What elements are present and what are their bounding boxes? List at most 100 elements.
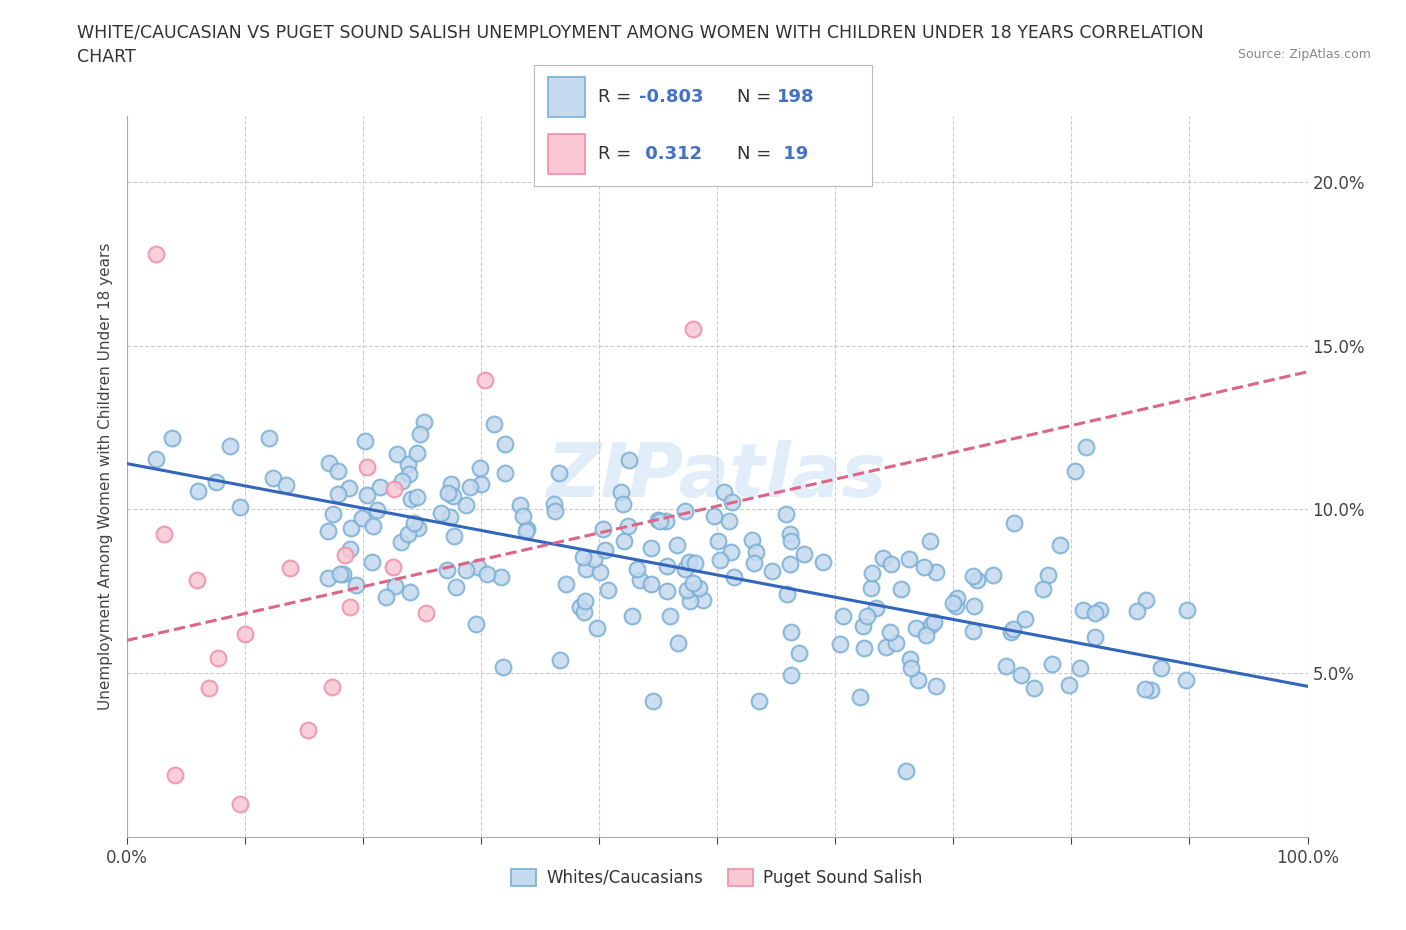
Point	[775, 507, 797, 522]
Point	[828, 636, 851, 651]
Point	[666, 538, 689, 552]
Point	[339, 600, 361, 615]
Point	[658, 608, 681, 623]
Point	[467, 560, 489, 575]
Point	[512, 509, 534, 524]
Text: 198: 198	[778, 88, 815, 106]
Point	[779, 668, 801, 683]
Point	[675, 582, 697, 597]
Point	[1040, 656, 1063, 671]
Point	[589, 565, 612, 579]
Point	[779, 556, 801, 571]
Point	[228, 797, 250, 812]
Point	[356, 459, 378, 474]
Point	[482, 417, 505, 432]
Point	[543, 497, 565, 512]
Point	[593, 542, 616, 557]
Point	[446, 579, 468, 594]
Point	[707, 533, 730, 548]
Point	[617, 518, 640, 533]
Point	[160, 431, 183, 445]
Point	[399, 584, 422, 599]
Point	[316, 570, 339, 585]
Point	[153, 526, 176, 541]
Point	[848, 689, 870, 704]
Point	[598, 582, 620, 597]
Point	[297, 723, 319, 737]
Legend: Whites/Caucasians, Puget Sound Salish: Whites/Caucasians, Puget Sound Salish	[505, 862, 929, 894]
Point	[875, 639, 897, 654]
Point	[443, 528, 465, 543]
Point	[405, 490, 427, 505]
Point	[1002, 515, 1025, 530]
Point	[657, 559, 679, 574]
Point	[897, 551, 920, 566]
Point	[356, 487, 378, 502]
Point	[1057, 678, 1080, 693]
Text: N =: N =	[737, 145, 776, 163]
Point	[945, 599, 967, 614]
Text: 0.312: 0.312	[638, 145, 702, 163]
Point	[905, 621, 928, 636]
Point	[879, 625, 901, 640]
Point	[641, 694, 664, 709]
Point	[582, 551, 605, 566]
Point	[204, 474, 226, 489]
Point	[748, 694, 770, 709]
Point	[718, 513, 741, 528]
Point	[657, 584, 679, 599]
Point	[1049, 538, 1071, 552]
Point	[465, 617, 488, 631]
Point	[813, 555, 835, 570]
Point	[406, 520, 429, 535]
Point	[745, 545, 768, 560]
Point	[640, 577, 662, 591]
Point	[339, 542, 361, 557]
Point	[572, 550, 595, 565]
Point	[682, 576, 704, 591]
Point	[612, 497, 634, 512]
Point	[1084, 605, 1107, 620]
Point	[789, 645, 811, 660]
Point	[187, 484, 209, 498]
Point	[613, 534, 636, 549]
Point	[1002, 622, 1025, 637]
Text: CHART: CHART	[77, 48, 136, 66]
Point	[741, 533, 763, 548]
Point	[436, 563, 458, 578]
Point	[574, 594, 596, 609]
Point	[640, 540, 662, 555]
Point	[859, 580, 882, 595]
Point	[329, 567, 352, 582]
Point	[1032, 581, 1054, 596]
Point	[1175, 672, 1198, 687]
Point	[1069, 660, 1091, 675]
Point	[489, 570, 512, 585]
Point	[962, 624, 984, 639]
Point	[165, 767, 187, 782]
Point	[920, 618, 942, 632]
Point	[516, 522, 538, 537]
Point	[1076, 440, 1098, 455]
Point	[1000, 625, 1022, 640]
Point	[647, 512, 669, 527]
Point	[1175, 602, 1198, 617]
Point	[318, 456, 340, 471]
Point	[544, 503, 567, 518]
Point	[860, 566, 883, 581]
Point	[353, 433, 375, 448]
Point	[780, 533, 803, 548]
Text: R =: R =	[599, 145, 637, 163]
Point	[321, 680, 343, 695]
Point	[145, 451, 167, 466]
Point	[900, 660, 922, 675]
Point	[896, 764, 918, 779]
Point	[673, 503, 696, 518]
Point	[333, 548, 356, 563]
Point	[793, 547, 815, 562]
FancyBboxPatch shape	[548, 77, 585, 117]
Point	[890, 581, 912, 596]
Point	[454, 563, 477, 578]
Text: N =: N =	[737, 88, 776, 106]
Point	[572, 604, 595, 619]
